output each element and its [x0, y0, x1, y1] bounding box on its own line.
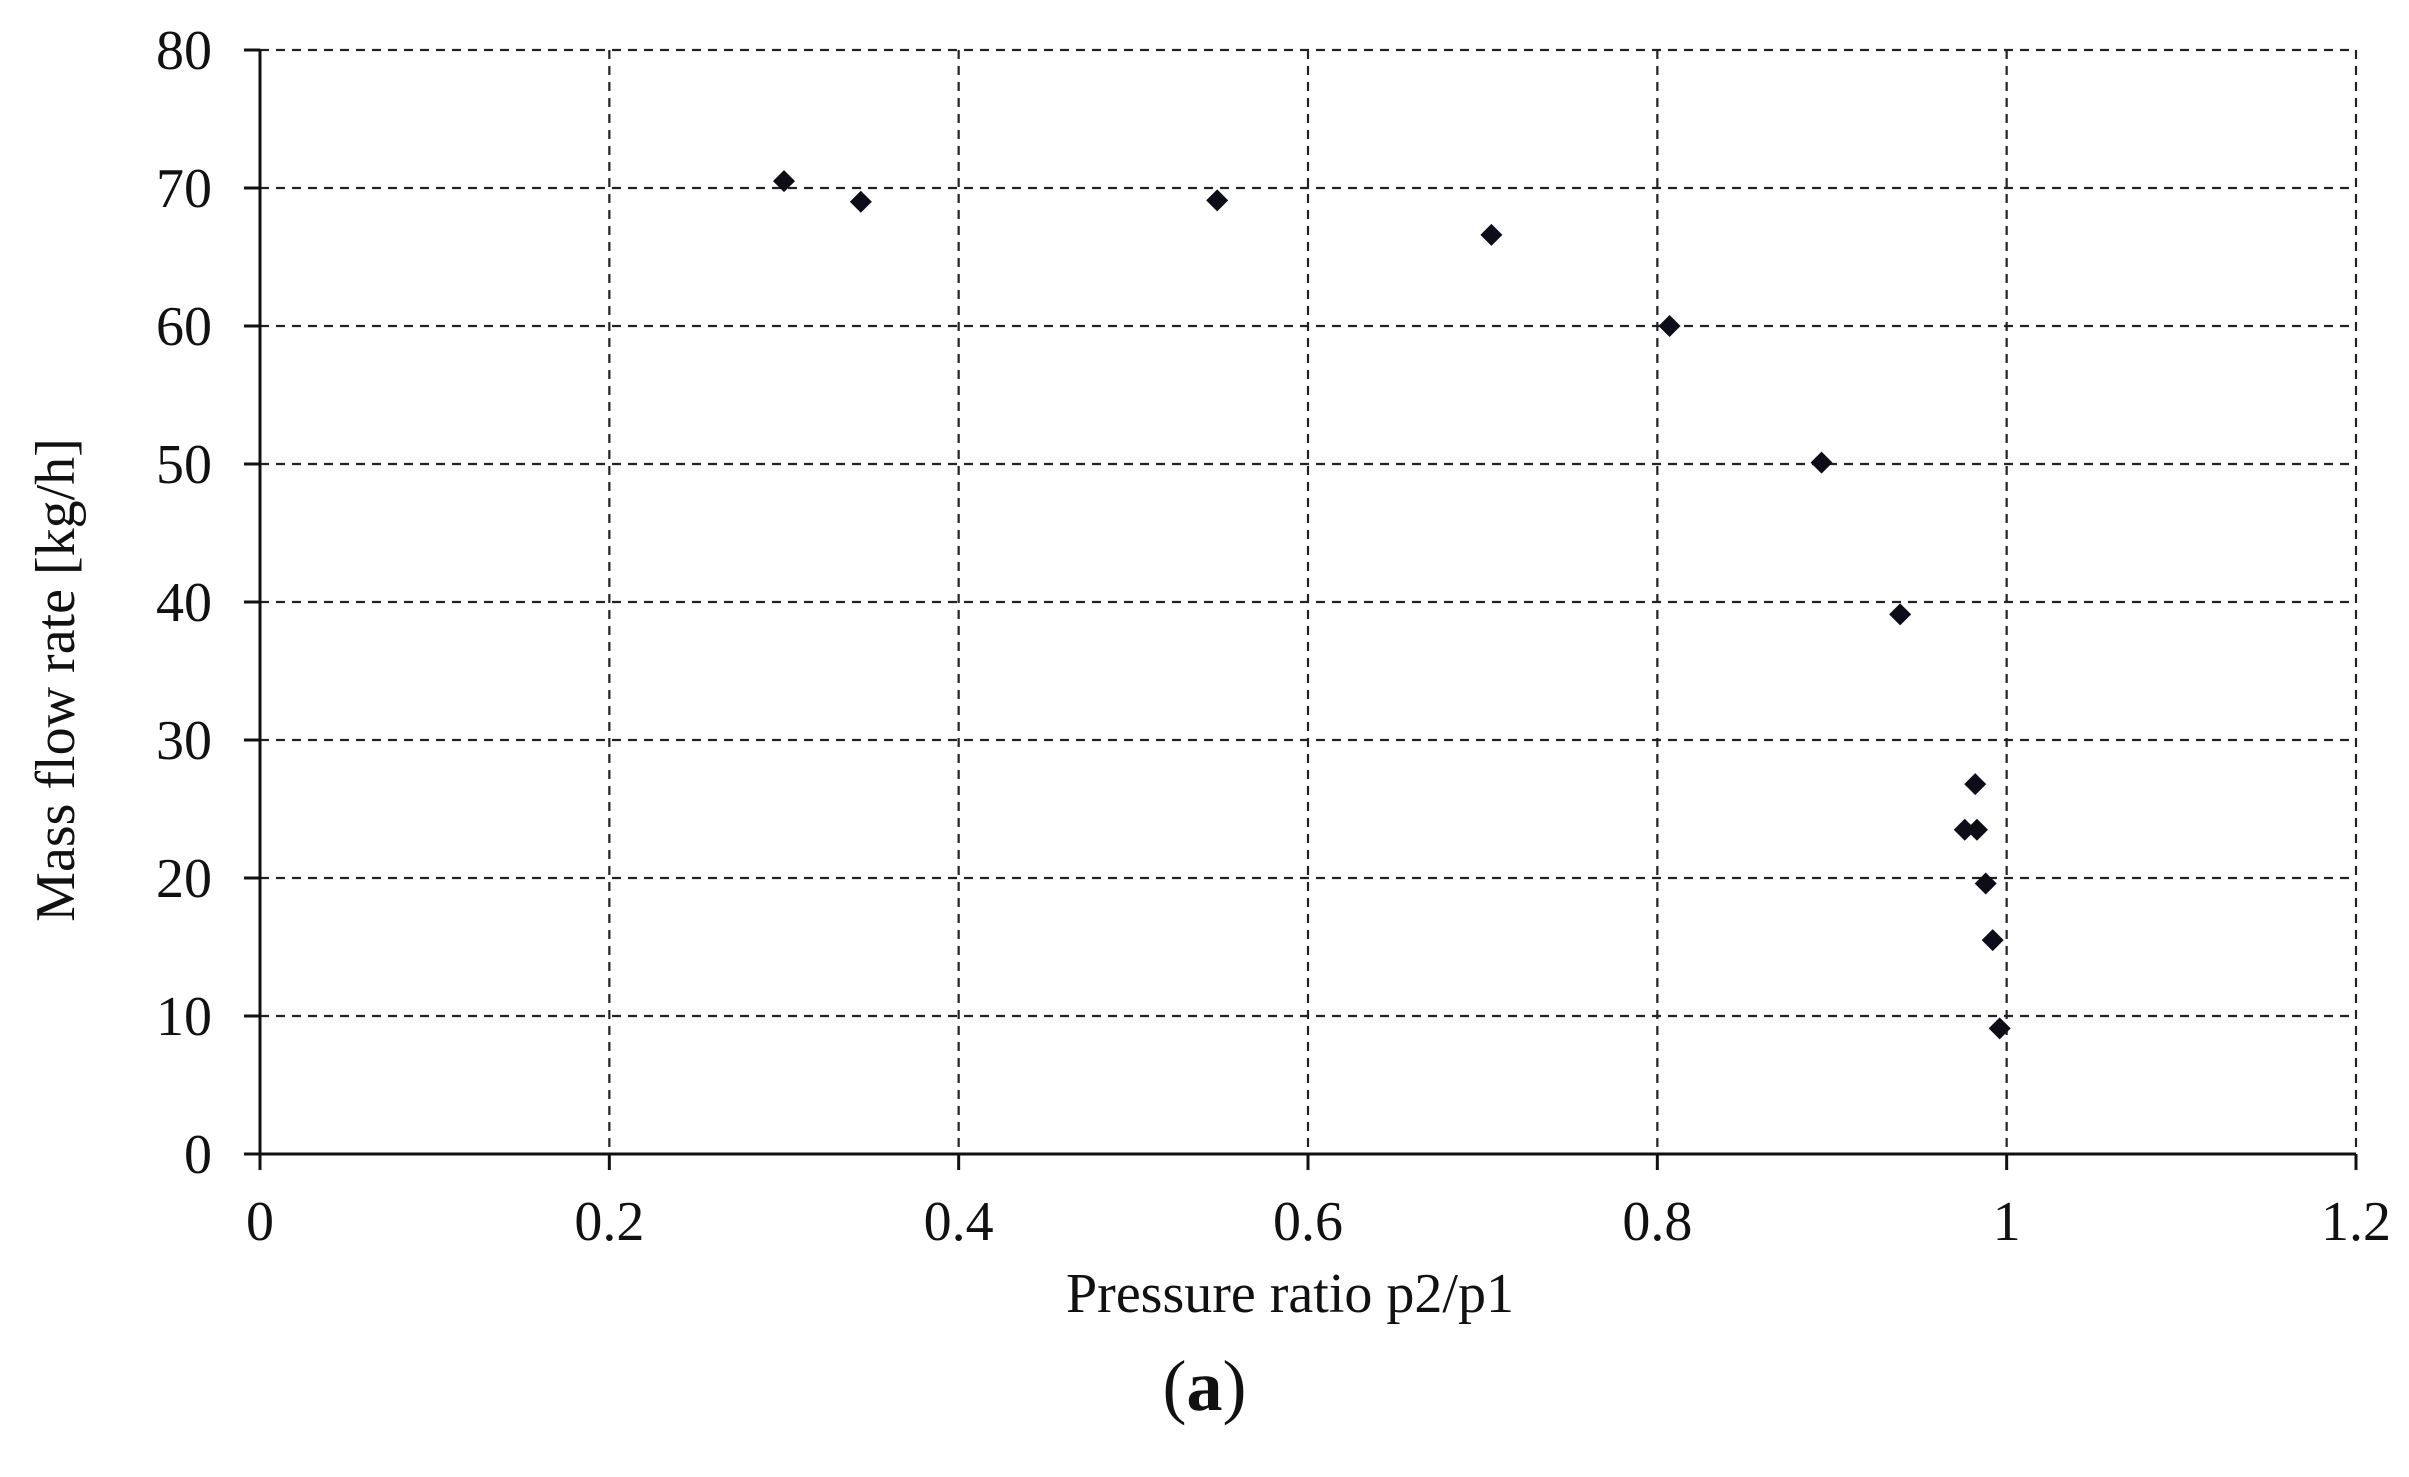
y-tick-label: 60: [156, 296, 212, 358]
data-point-diamond: [1658, 315, 1681, 337]
x-tick-label: 0.4: [924, 1191, 994, 1253]
y-tick-label: 10: [156, 986, 212, 1048]
y-tick-label: 0: [184, 1124, 212, 1186]
x-axis-label: Pressure ratio p2/p1: [1066, 1263, 1514, 1325]
data-point-diamond: [1206, 189, 1229, 212]
data-point-diamond: [1480, 223, 1503, 246]
data-point-diamond: [773, 170, 795, 193]
x-tick-label: 0.6: [1273, 1191, 1343, 1253]
figure-caption: (a): [0, 1345, 2409, 1428]
y-tick-label: 40: [156, 572, 212, 634]
y-axis-label: Mass flow rate [kg/h]: [25, 438, 87, 922]
data-point-diamond: [1810, 451, 1833, 474]
tick-labels: 0 10 20 30 40 50 60 70 80 0 0.2 0.4 0.6 0.8 1 1.2: [156, 20, 2391, 1253]
data-point-diamond: [1974, 872, 1997, 895]
y-tick-label: 80: [156, 20, 212, 82]
x-tick-label: 0.2: [574, 1191, 644, 1253]
x-tick-label: 0: [246, 1191, 274, 1253]
x-tick-label: 1.2: [2321, 1191, 2391, 1253]
data-point-diamond: [849, 190, 872, 213]
data-point-diamond: [1965, 818, 1988, 841]
data-points: [773, 170, 2011, 1040]
data-point-diamond: [1981, 929, 2004, 952]
caption-open-paren: (: [1162, 1346, 1187, 1426]
x-tick-label: 1: [1993, 1191, 2021, 1253]
y-tick-label: 50: [156, 434, 212, 496]
y-tick-label: 30: [156, 710, 212, 772]
data-point-diamond: [1889, 603, 1912, 626]
x-tick-label: 0.8: [1622, 1191, 1692, 1253]
caption-close-paren: ): [1222, 1346, 1247, 1426]
y-tick-label: 20: [156, 848, 212, 910]
data-point-diamond: [1964, 773, 1987, 796]
y-tick-label: 70: [156, 158, 212, 220]
caption-letter: a: [1186, 1346, 1223, 1426]
grid-lines: [260, 48, 2358, 1154]
data-point-diamond: [1953, 818, 1976, 841]
axes: [244, 48, 2358, 1170]
data-point-diamond: [1988, 1017, 2011, 1040]
